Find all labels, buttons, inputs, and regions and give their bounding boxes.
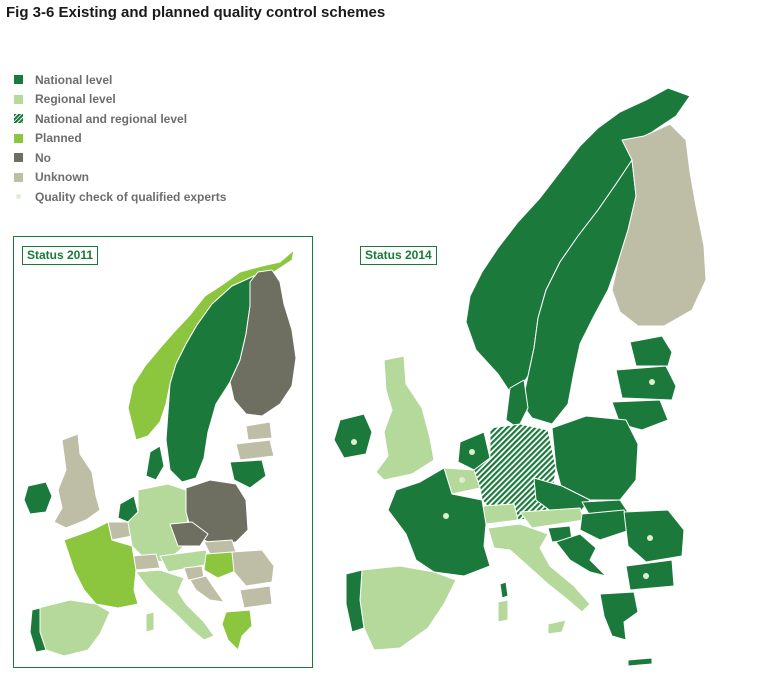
country-portugal bbox=[345, 569, 365, 633]
country-latvia bbox=[615, 365, 677, 401]
legend: National level Regional level National a… bbox=[14, 70, 226, 207]
country-switzerland bbox=[481, 503, 519, 525]
country-spain bbox=[37, 599, 111, 657]
map-2011 bbox=[23, 249, 297, 657]
legend-item-unknown: Unknown bbox=[14, 168, 226, 188]
legend-label: Regional level bbox=[35, 92, 116, 107]
map-panel-2011-frame bbox=[13, 236, 313, 668]
country-sicily bbox=[547, 619, 567, 635]
country-ireland bbox=[333, 413, 373, 459]
figure-title: Fig 3-6 Existing and planned quality con… bbox=[6, 4, 386, 21]
quality-dot-romania bbox=[647, 535, 653, 541]
country-italy bbox=[135, 569, 215, 641]
quality-dot-netherlands bbox=[469, 449, 475, 455]
country-hungary bbox=[203, 551, 239, 579]
country-uk bbox=[53, 433, 101, 529]
legend-label: National level bbox=[35, 72, 113, 87]
country-denmark bbox=[505, 379, 529, 429]
country-greece bbox=[599, 591, 639, 641]
quality-dot-belgium bbox=[459, 477, 465, 483]
legend-swatch-unknown bbox=[14, 172, 23, 182]
country-romania bbox=[231, 549, 275, 587]
map-2014 bbox=[333, 87, 707, 667]
country-finland bbox=[229, 269, 297, 417]
country-poland bbox=[551, 415, 639, 501]
country-bulgaria bbox=[239, 585, 273, 609]
country-italy bbox=[487, 523, 591, 613]
legend-label: Quality check of qualified experts bbox=[35, 189, 227, 204]
legend-swatch-no bbox=[14, 153, 23, 163]
country-croatia bbox=[555, 533, 607, 577]
legend-dot-quality-check bbox=[16, 194, 21, 200]
country-latvia bbox=[235, 439, 275, 461]
legend-swatch-planned bbox=[14, 133, 23, 143]
legend-label: National and regional level bbox=[35, 111, 188, 126]
country-crete bbox=[627, 657, 653, 667]
quality-dot-latvia bbox=[649, 379, 655, 385]
country-corsica bbox=[499, 581, 509, 599]
country-greece bbox=[221, 609, 253, 651]
country-estonia bbox=[245, 421, 273, 441]
legend-label: Planned bbox=[35, 131, 82, 146]
country-czechia bbox=[169, 521, 209, 547]
quality-check-dots bbox=[351, 379, 655, 579]
legend-item-planned: Planned bbox=[14, 129, 226, 149]
country-france bbox=[387, 467, 491, 577]
country-denmark bbox=[145, 445, 165, 481]
legend-item-quality-check: Quality check of qualified experts bbox=[14, 187, 226, 207]
legend-item-national: National level bbox=[14, 70, 226, 90]
country-switzerland bbox=[131, 553, 161, 571]
country-sardinia bbox=[497, 599, 509, 623]
legend-item-national-and-regional: National and regional level bbox=[14, 109, 226, 129]
quality-dot-bulgaria bbox=[643, 573, 649, 579]
country-ireland bbox=[23, 481, 53, 515]
legend-item-regional: Regional level bbox=[14, 90, 226, 110]
country-sardinia bbox=[145, 611, 155, 633]
country-sweden bbox=[521, 159, 637, 425]
country-croatia bbox=[189, 575, 225, 603]
country-spain bbox=[359, 565, 457, 651]
legend-swatch-national bbox=[14, 75, 23, 85]
country-france bbox=[63, 521, 139, 609]
country-lithuania bbox=[229, 459, 267, 489]
legend-swatch-regional bbox=[14, 94, 23, 104]
legend-label: Unknown bbox=[35, 170, 89, 185]
country-finland bbox=[611, 123, 707, 327]
legend-swatch-national-and-regional bbox=[14, 114, 23, 124]
country-austria bbox=[519, 507, 585, 529]
country-hungary bbox=[579, 509, 631, 541]
status-2011-label: Status 2011 bbox=[22, 246, 99, 265]
status-2014-label: Status 2014 bbox=[360, 246, 437, 265]
country-estonia bbox=[629, 335, 673, 367]
country-portugal bbox=[29, 607, 47, 653]
quality-dot-ireland bbox=[351, 439, 357, 445]
country-uk bbox=[375, 355, 435, 481]
quality-dot-france bbox=[443, 513, 449, 519]
legend-item-no: No bbox=[14, 148, 226, 168]
country-bulgaria bbox=[625, 559, 675, 591]
legend-label: No bbox=[35, 150, 51, 165]
country-romania bbox=[623, 509, 685, 563]
